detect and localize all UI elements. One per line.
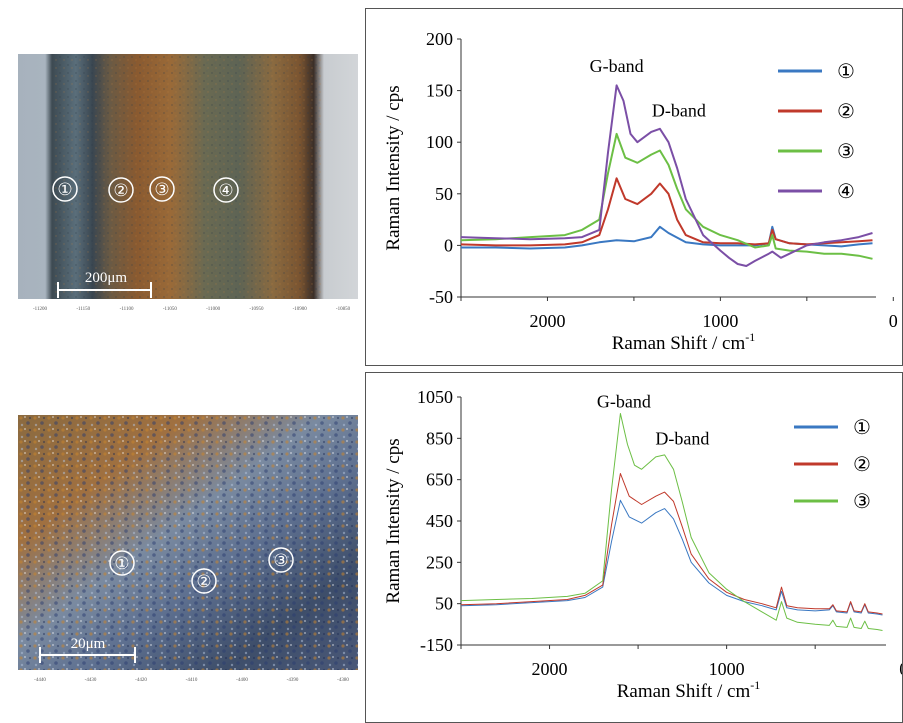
top-legend-label-4: ④ [837,181,855,203]
raman-chart-bottom: -150 50 250 450 650 850 1050 2000 1000 0 Raman Shi… [365,372,903,723]
bottom-y-tick-label: 450 [426,511,453,531]
top-y-tick-label: 50 [435,184,453,204]
top-tick-label: -11000 [206,307,220,312]
top-y-tick-label: 200 [426,29,453,49]
top-tick-label: -10950 [249,307,264,312]
top-tick-label: -11050 [163,307,177,312]
top-legend-label-1: ① [837,61,855,83]
bottom-marker-3: ③ [268,547,294,573]
svg-text:①: ① [114,554,129,573]
bottom-legend-label-3: ③ [853,491,871,513]
micrograph-bottom-image: ①②③ 20μm -4440 -4430 -4420 -4410 -4400 -4390-… [18,415,358,685]
top-y-tick-label: 150 [426,81,453,101]
scale-bar-label-bottom: 20μm [71,636,106,652]
bottom-tick-label: -4430 [85,678,97,683]
top-y-tick-label: 0 [444,235,453,255]
bottom-x-axis-label: Raman Shift / cm-1 [617,678,761,702]
raman-chart-bottom-svg: -150 50 250 450 650 850 1050 2000 1000 0 Raman Shi… [383,387,902,702]
micrograph-bottom-markers: ① ② ③ [109,547,294,594]
top-marker-1: ① [52,176,78,202]
top-legend-label-3: ③ [837,141,855,163]
bottom-y-tick-label: 250 [426,552,453,572]
bottom-series-line-1 [460,499,883,616]
bottom-y-tick-label: 650 [426,470,453,490]
bottom-tick-label: -4390 [287,678,299,683]
top-marker-3: ③ [149,176,175,202]
top-tick-label: -10900 [293,307,308,312]
top-tick-label: -11100 [120,307,134,312]
micrograph-top-ticks: -11200 -11150 -11100 -11050 -11000 -10950 -109… [33,307,351,312]
bottom-y-tick-label: 850 [426,428,453,448]
bottom-annotation-g-band: G-band [597,391,651,411]
bottom-marker-2: ② [191,568,217,594]
bottom-tick-label: -4420 [135,678,147,683]
bottom-series-line-3 [460,413,883,631]
raman-chart-top-svg: -50 0 50 100 150 200 2000 1000 0 Raman Shift / cm… [383,29,898,354]
bottom-x-tick-label: 1000 [709,659,745,679]
svg-text:③: ③ [154,180,169,199]
top-x-tick-label: 2000 [529,311,565,331]
svg-text:①: ① [57,180,72,199]
svg-text:④: ④ [218,181,233,200]
bottom-tick-label: -4380 [337,678,349,683]
bottom-legend-label-2: ② [853,454,871,476]
top-x-axis-label: Raman Shift / cm-1 [612,330,756,354]
bottom-tick-label: -4400 [236,678,248,683]
bottom-tick-label: -4440 [34,678,46,683]
top-marker-2: ② [108,177,134,203]
bottom-x-tick-label: 2000 [532,659,568,679]
top-x-tick-label: 0 [889,311,898,331]
bottom-annotation-d-band: D-band [655,429,709,449]
micrograph-top-markers: ① ② ③ ④ [52,176,239,203]
bottom-tick-label: -4410 [186,678,198,683]
top-series-line-2 [460,177,873,247]
top-y-tick-label: 100 [426,132,453,152]
top-tick-label: -11200 [33,307,47,312]
scale-bar-label-top: 200μm [85,270,128,286]
top-x-tick-label: 1000 [702,311,738,331]
top-annotation-g-band: G-band [590,56,644,76]
micrograph-top-image: ① ② ③ ④ 200μm -11200 -11150 -11100 -11050 -1100… [18,54,358,316]
svg-text:②: ② [113,181,128,200]
bottom-series-line-2 [460,473,883,615]
bottom-y-tick-label: -150 [420,635,453,655]
top-tick-label: -11150 [76,307,90,312]
top-marker-4: ④ [213,177,239,203]
bottom-legend-label-1: ① [853,417,871,439]
top-tick-label: -10850 [336,307,351,312]
bottom-y-tick-label: 1050 [417,387,453,407]
micrograph-bottom-ticks: -4440 -4430 -4420 -4410 -4400 -4390 -4380 [34,678,349,683]
top-series-line-3 [460,132,873,260]
top-series-line-4 [460,84,873,267]
svg-text:③: ③ [273,551,288,570]
bottom-y-tick-label: 50 [435,594,453,614]
top-y-tick-label: -50 [429,287,453,307]
bottom-x-tick-label: 0 [899,659,902,679]
bottom-marker-1: ① [109,550,135,576]
raman-chart-top: -50 0 50 100 150 200 2000 1000 0 Raman Shift / cm… [365,8,903,366]
top-y-axis-label: Raman Intensity / cps [383,85,404,250]
micrograph-top: ① ② ③ ④ 200μm -11200 -11150 -11100 -11050 -1100… [18,54,358,316]
top-annotation-d-band: D-band [652,100,706,120]
svg-text:②: ② [196,572,211,591]
bottom-y-axis-label: Raman Intensity / cps [383,438,404,603]
top-legend-label-2: ② [837,101,855,123]
